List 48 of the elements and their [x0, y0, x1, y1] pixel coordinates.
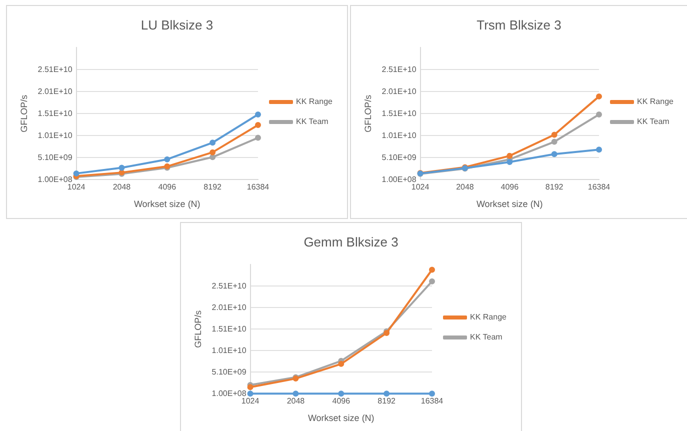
y-tick-label: 2.01E+10: [38, 86, 73, 96]
y-tick-label: 1.00E+08: [38, 174, 73, 184]
x-tick-label: 1024: [67, 182, 86, 192]
x-tick-label: 8192: [545, 182, 564, 192]
y-tick-label: 1.01E+10: [212, 346, 247, 355]
y-tick-label: 1.00E+08: [212, 388, 247, 398]
x-tick-label: 1024: [411, 182, 430, 192]
chart-title: Gemm Blksize 3: [304, 234, 398, 250]
legend-label: KK Range: [296, 97, 334, 106]
x-tick-label: 4096: [500, 182, 520, 192]
y-tick-label: 5.10E+09: [382, 152, 417, 162]
legend-label: KK Team: [296, 117, 329, 126]
legend-label: KK Team: [470, 332, 503, 342]
x-tick-label: 4096: [332, 396, 351, 406]
y-tick-label: 5.10E+09: [38, 152, 73, 162]
x-tick-label: 16384: [588, 182, 611, 192]
chart-title: Trsm Blksize 3: [476, 17, 562, 32]
x-tick-label: 16384: [246, 182, 270, 192]
x-tick-label: 8192: [378, 396, 396, 406]
y-tick-label: 1.00E+08: [382, 174, 417, 184]
y-tick-label: 2.51E+10: [382, 64, 417, 74]
y-axis-title: GFLOP/s: [192, 310, 203, 348]
y-tick-label: 2.01E+10: [212, 302, 247, 312]
y-tick-label: 1.01E+10: [38, 130, 73, 140]
y-tick-label: 2.51E+10: [212, 281, 247, 290]
x-axis-title: Workset size (N): [308, 413, 374, 424]
x-axis-title: Workset size (N): [476, 199, 543, 210]
y-tick-label: 1.51E+10: [382, 108, 417, 118]
y-axis-title: GFLOP/s: [18, 94, 29, 132]
x-tick-label: 1024: [241, 396, 260, 406]
x-tick-label: 2048: [112, 182, 132, 192]
x-tick-label: 2048: [456, 182, 474, 192]
legend-label: KK Team: [637, 117, 670, 126]
y-tick-label: 2.51E+10: [38, 64, 73, 74]
y-tick-label: 1.01E+10: [382, 130, 417, 140]
y-tick-label: 1.51E+10: [212, 324, 247, 334]
x-tick-label: 8192: [204, 182, 222, 192]
chart-title: LU Blksize 3: [140, 17, 214, 32]
y-tick-label: 1.51E+10: [38, 108, 73, 118]
legend-label: KK Range: [637, 97, 674, 106]
x-tick-label: 2048: [286, 396, 306, 406]
legend-label: KK Range: [470, 312, 508, 322]
x-tick-label: 4096: [158, 182, 177, 192]
y-axis-title: GFLOP/s: [362, 94, 373, 132]
y-tick-label: 2.01E+10: [382, 86, 417, 96]
y-tick-label: 5.10E+09: [212, 367, 247, 376]
x-axis-title: Workset size (N): [134, 199, 200, 210]
x-tick-label: 16384: [420, 396, 444, 406]
